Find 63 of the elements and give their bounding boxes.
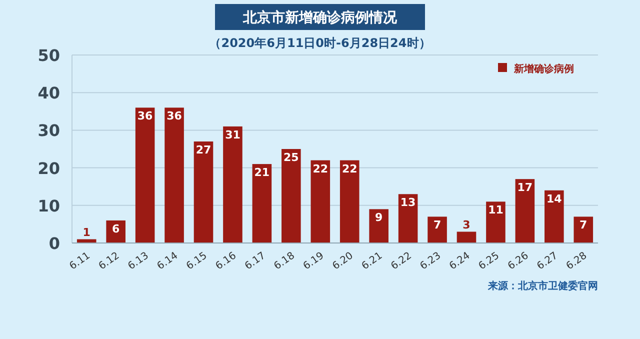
data-label: 11 [488,204,504,217]
bar [544,190,564,243]
bar [574,216,594,243]
y-tick-label: 50 [38,46,60,65]
x-tick-label: 6.12 [97,250,122,272]
data-label: 21 [254,166,270,180]
bar [515,179,535,243]
y-tick-label: 0 [48,234,60,253]
data-label: 17 [517,181,533,194]
data-label: 27 [196,143,212,156]
data-label: 14 [546,192,562,206]
x-tick-label: 6.23 [418,250,443,272]
bar [398,194,418,243]
x-tick-label: 6.19 [302,250,326,272]
x-tick-label: 6.21 [360,250,385,272]
data-label: 7 [433,218,442,232]
x-tick-label: 6.27 [535,250,560,272]
x-tick-label: 6.11 [68,250,92,272]
y-tick-label: 30 [38,121,60,140]
data-label: 31 [225,128,240,142]
bar [310,160,330,243]
x-tick-label: 6.18 [272,250,297,272]
chart-title: 北京市新增确诊病例情况 [242,9,398,26]
bar [76,239,96,243]
x-tick-label: 6.22 [389,250,414,272]
bar [194,141,214,243]
data-label: 6 [112,222,120,236]
chart-subtitle: （2020年6月11日0时-6月28日24时） [209,36,431,50]
bar [456,232,476,243]
bar [428,216,447,243]
bar [340,160,360,243]
y-tick-label: 10 [38,196,60,216]
x-tick-label: 6.15 [184,250,210,272]
data-label: 13 [400,196,416,210]
x-tick-label: 6.14 [155,250,180,272]
data-label: 25 [284,151,299,164]
x-tick-label: 6.16 [214,250,238,272]
source-note: 来源：北京市卫健委官网 [487,280,598,292]
y-tick-label: 20 [38,158,60,178]
data-label: 22 [342,162,358,176]
data-label: 22 [312,162,328,176]
data-label: 36 [137,110,154,123]
x-tick-label: 6.26 [506,250,531,272]
data-label: 7 [580,218,588,232]
bar [164,108,184,243]
bar [282,149,301,243]
bar [252,164,272,243]
bar [369,209,388,243]
bar [486,202,506,243]
x-tick-label: 6.17 [243,250,268,272]
y-tick-label: 40 [38,84,60,103]
x-tick-label: 6.28 [564,250,590,272]
data-label: 1 [82,226,90,240]
bar [223,126,242,243]
data-label: 36 [166,110,182,123]
x-tick-label: 6.20 [330,250,356,272]
data-label: 9 [375,211,383,224]
data-label: 3 [462,218,470,232]
x-tick-label: 6.13 [126,250,151,272]
legend-label: 新增确诊病例 [513,63,574,75]
x-tick-label: 6.24 [448,250,472,272]
bar [135,108,155,243]
x-tick-label: 6.25 [476,250,502,272]
